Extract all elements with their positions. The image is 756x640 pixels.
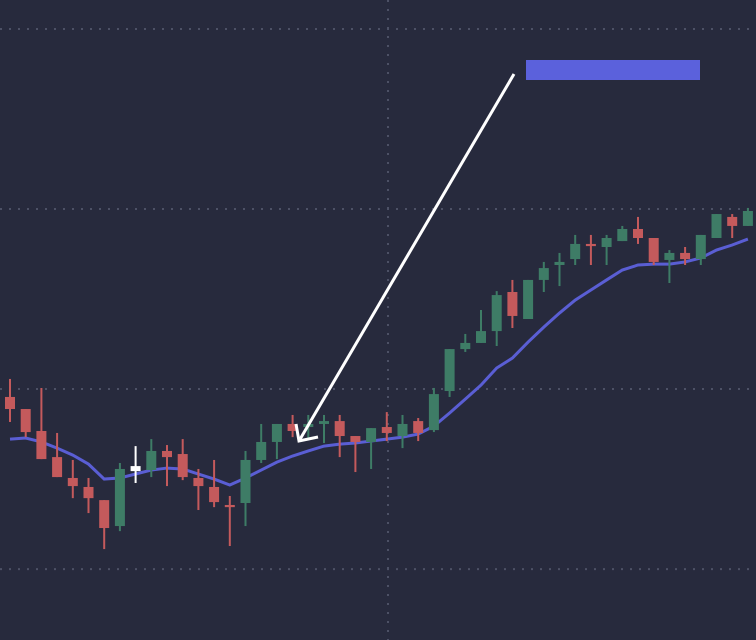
annotation — [294, 60, 700, 443]
candle-body — [130, 466, 141, 472]
candle-body — [727, 216, 738, 226]
candle-body — [742, 210, 753, 226]
candle-body — [162, 450, 172, 458]
candle-body — [554, 261, 565, 266]
candle-body — [52, 457, 63, 478]
candle-body — [476, 331, 486, 343]
candle-body — [319, 421, 329, 424]
candle-body — [617, 228, 628, 242]
candle-body — [20, 409, 31, 433]
candle-body — [334, 421, 345, 437]
candle-body — [444, 349, 455, 392]
candle-body — [271, 423, 282, 442]
candle-body — [680, 252, 691, 260]
candle-body — [114, 468, 125, 527]
candle-body — [256, 441, 267, 460]
candle-body — [648, 237, 659, 262]
candle-body — [538, 268, 549, 280]
candle-body — [585, 243, 596, 247]
candle-body — [413, 421, 424, 433]
candle-body — [695, 234, 706, 260]
candle-body — [99, 500, 110, 529]
candle-body — [570, 243, 581, 260]
candle-body — [224, 504, 235, 508]
candle-body — [5, 396, 15, 410]
candle-body — [397, 423, 408, 437]
annotation-box — [526, 60, 700, 80]
candle-body — [507, 292, 518, 316]
candle-body — [601, 237, 612, 247]
candle-body — [146, 450, 157, 471]
candle-body — [381, 427, 392, 433]
candle-body — [177, 454, 188, 478]
candle-body — [240, 459, 251, 503]
candle-body — [428, 394, 439, 431]
candle-body — [350, 436, 361, 442]
candle-body — [633, 228, 643, 238]
candle-body — [83, 486, 94, 499]
plot-layer — [0, 27, 756, 571]
candle-body — [36, 430, 47, 460]
candle-body — [193, 477, 204, 487]
candle-body — [209, 486, 220, 503]
candle-body — [366, 428, 377, 442]
arrow-shaft — [297, 73, 516, 442]
candle-body — [711, 214, 722, 238]
candle-body — [67, 477, 78, 487]
arrow-head — [294, 423, 319, 443]
candle-body — [460, 342, 471, 350]
candle-body — [287, 423, 298, 431]
candle-body — [664, 252, 675, 260]
candle-body — [491, 295, 502, 332]
moving-average-line — [9, 237, 749, 487]
candle-body — [523, 279, 534, 320]
